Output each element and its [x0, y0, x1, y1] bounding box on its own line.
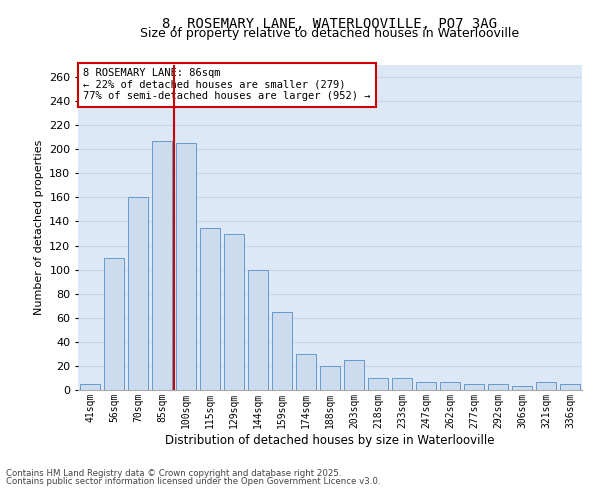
Bar	[128, 198, 148, 390]
Bar	[176, 143, 196, 390]
Bar	[368, 378, 388, 390]
Bar	[560, 384, 580, 390]
Bar	[104, 258, 124, 390]
Text: 8 ROSEMARY LANE: 86sqm
← 22% of detached houses are smaller (279)
77% of semi-de: 8 ROSEMARY LANE: 86sqm ← 22% of detached…	[83, 68, 371, 102]
Bar	[248, 270, 268, 390]
Bar	[344, 360, 364, 390]
Text: Size of property relative to detached houses in Waterlooville: Size of property relative to detached ho…	[140, 28, 520, 40]
Bar	[200, 228, 220, 390]
Text: 8, ROSEMARY LANE, WATERLOOVILLE, PO7 3AG: 8, ROSEMARY LANE, WATERLOOVILLE, PO7 3AG	[163, 18, 497, 32]
X-axis label: Distribution of detached houses by size in Waterlooville: Distribution of detached houses by size …	[165, 434, 495, 446]
Bar	[392, 378, 412, 390]
Bar	[272, 312, 292, 390]
Bar	[488, 384, 508, 390]
Bar	[224, 234, 244, 390]
Bar	[320, 366, 340, 390]
Bar	[440, 382, 460, 390]
Text: Contains public sector information licensed under the Open Government Licence v3: Contains public sector information licen…	[6, 477, 380, 486]
Bar	[296, 354, 316, 390]
Text: Contains HM Land Registry data © Crown copyright and database right 2025.: Contains HM Land Registry data © Crown c…	[6, 468, 341, 477]
Bar	[464, 384, 484, 390]
Bar	[80, 384, 100, 390]
Bar	[536, 382, 556, 390]
Bar	[416, 382, 436, 390]
Bar	[512, 386, 532, 390]
Y-axis label: Number of detached properties: Number of detached properties	[34, 140, 44, 315]
Bar	[152, 141, 172, 390]
